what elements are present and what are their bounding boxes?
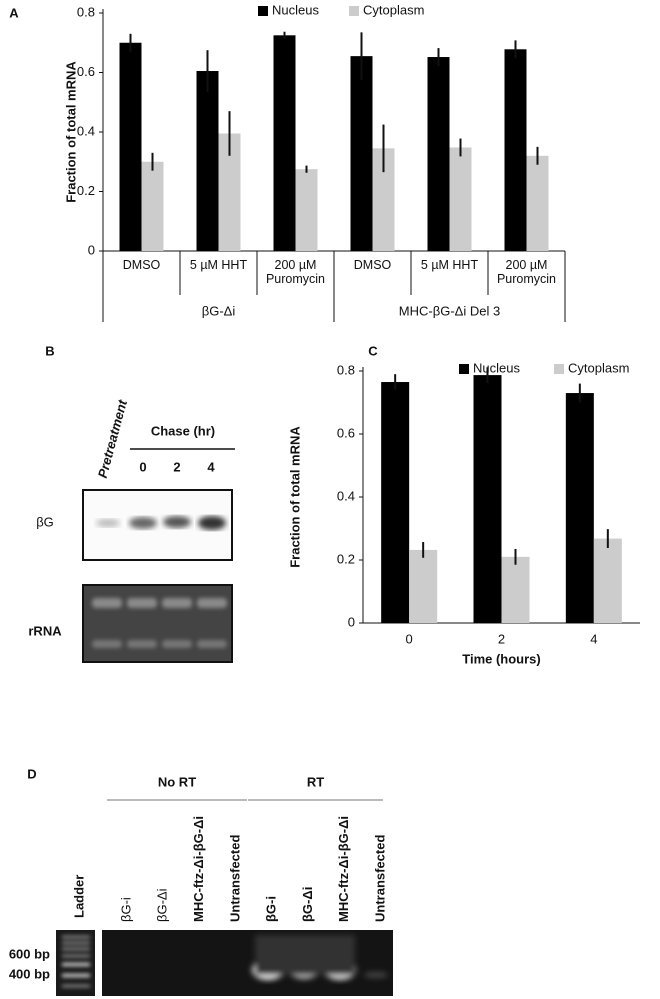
x-tick-label: 2 [498, 631, 505, 646]
bar [273, 35, 296, 251]
bar [501, 556, 530, 623]
y-tick-label: 0.2 [77, 183, 95, 198]
bar [409, 549, 438, 623]
bar [218, 133, 241, 251]
panel-label: A [9, 5, 19, 20]
x-tick-label: 200 µM Puromycin [496, 258, 557, 286]
x-tick-label: 5 µM HHT [189, 258, 248, 272]
lane-label: βG-Δi [155, 888, 170, 922]
chase-time: 0 [139, 459, 146, 474]
chase-time: 2 [173, 459, 180, 474]
bar [565, 393, 594, 623]
bar [427, 57, 450, 251]
row-label: βG [36, 514, 54, 529]
lane-label: MHC-ftz-Δi-βG-Δi [336, 816, 351, 922]
blot-band [198, 516, 226, 530]
panel-label: C [368, 343, 378, 358]
marker-label: 400 bp [9, 966, 50, 981]
chase-time: 4 [207, 459, 215, 474]
lane-label: βG-i [264, 896, 279, 922]
x-tick-label: 5 µM HHT [420, 258, 479, 272]
legend-swatch [349, 6, 359, 16]
group-label: No RT [158, 774, 196, 789]
y-axis-label: Fraction of total mRNA [287, 426, 302, 568]
y-tick-label: 0.6 [337, 425, 355, 440]
x-tick-label: DMSO [122, 258, 161, 272]
bar [473, 375, 502, 623]
x-tick-label: 0 [406, 631, 413, 646]
bar [504, 49, 527, 251]
panel-label: D [27, 766, 36, 781]
legend-label: Nucleus [272, 2, 319, 17]
group-label: RT [307, 774, 324, 789]
lane-label: MHC-ftz-Δi-βG-Δi [191, 816, 206, 922]
legend-label: Cytoplasm [363, 2, 424, 17]
rrna-bands [92, 598, 227, 648]
bar [119, 42, 142, 251]
row-label: rRNA [28, 623, 62, 638]
bar [141, 161, 164, 251]
y-tick-label: 0.8 [77, 4, 95, 19]
x-tick-label: 4 [590, 631, 597, 646]
y-axis-label: Fraction of total mRNA [63, 61, 78, 203]
bar [295, 169, 318, 251]
bar [196, 71, 219, 251]
marker-label: 600 bp [9, 946, 50, 961]
legend-label: Nucleus [473, 360, 520, 375]
blot-band [163, 516, 191, 528]
group-label: MHC-βG-Δi Del 3 [399, 303, 500, 318]
lane-label: βG-Δi [300, 887, 315, 922]
bar [526, 155, 549, 251]
legend-swatch [258, 6, 268, 16]
bar [449, 147, 472, 251]
pretreatment-label: Pretreatment [95, 398, 130, 480]
bar [350, 56, 373, 252]
bar [593, 538, 622, 623]
bar [381, 382, 410, 623]
blot-band [96, 519, 120, 527]
x-axis-label: Time (hours) [462, 651, 541, 666]
blot-band [129, 517, 157, 529]
legend-swatch [554, 364, 564, 374]
y-tick-label: 0.8 [337, 362, 355, 377]
y-tick-label: 0 [88, 242, 95, 257]
legend-swatch [459, 364, 469, 374]
x-tick-label: 200 µM Puromycin [265, 258, 326, 286]
lane-label: Untransfected [373, 835, 388, 922]
group-label: βG-Δi [202, 303, 236, 318]
panel-label: B [45, 343, 54, 358]
y-tick-label: 0.6 [77, 64, 95, 79]
bar [372, 148, 395, 251]
y-tick-label: 0.4 [77, 123, 95, 138]
rrna-box [82, 584, 233, 663]
y-tick-label: 0.4 [337, 488, 355, 503]
y-tick-label: 0.2 [337, 551, 355, 566]
gel-bands [252, 935, 388, 980]
lane-label: Untransfected [227, 835, 242, 922]
chase-label: Chase (hr) [151, 423, 215, 438]
ladder-bands [62, 936, 90, 987]
x-tick-label: DMSO [353, 258, 392, 272]
legend-label: Cytoplasm [568, 360, 629, 375]
y-tick-label: 0 [348, 614, 355, 629]
ladder-label: Ladder [71, 875, 86, 918]
lane-label: βG-i [118, 897, 133, 922]
